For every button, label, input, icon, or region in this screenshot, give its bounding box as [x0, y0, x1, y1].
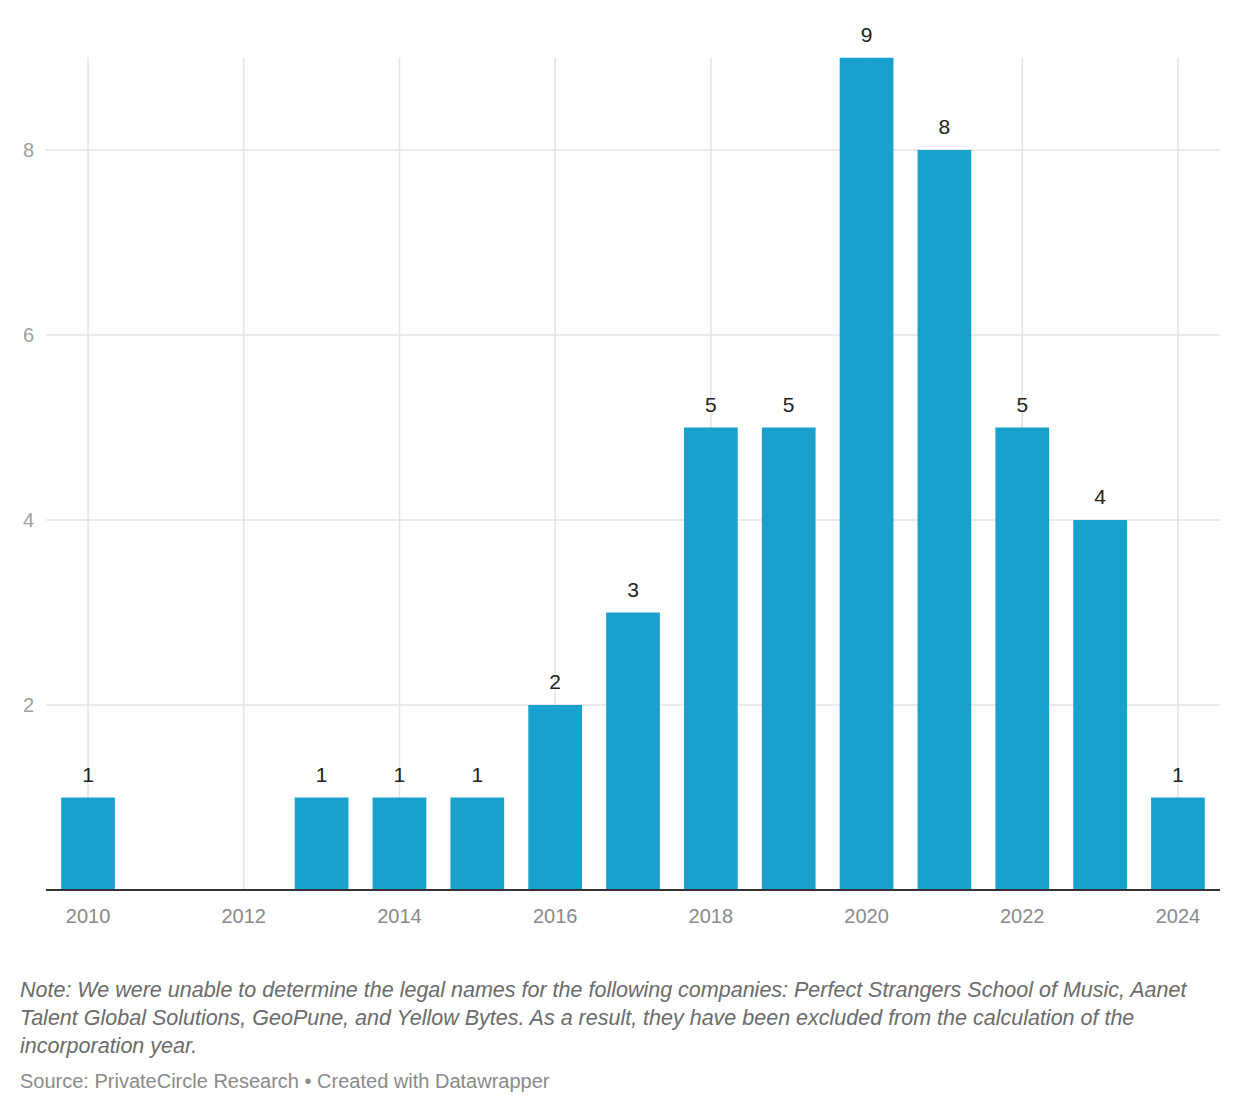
- data-label: 1: [394, 763, 406, 786]
- bar: [840, 58, 894, 891]
- bar: [1073, 520, 1127, 890]
- y-grid-line: [46, 149, 1220, 151]
- bar: [528, 705, 582, 890]
- bar: [684, 428, 738, 891]
- bar: [373, 798, 427, 891]
- x-tick-label: 2010: [66, 905, 111, 927]
- x-axis-line: [46, 889, 1220, 891]
- bar: [295, 798, 349, 891]
- data-label: 9: [861, 23, 873, 46]
- data-label: 2: [549, 670, 561, 693]
- x-tick-label: 2018: [689, 905, 734, 927]
- y-grid-line: [46, 334, 1220, 336]
- data-label: 1: [82, 763, 94, 786]
- data-label: 1: [471, 763, 483, 786]
- x-tick-label: 2020: [844, 905, 889, 927]
- y-tick-label: 8: [23, 139, 34, 161]
- data-label: 8: [939, 115, 951, 138]
- bar: [61, 798, 115, 891]
- data-label: 5: [705, 393, 717, 416]
- x-grid-line: [243, 58, 245, 891]
- bar: [1151, 798, 1205, 891]
- data-label: 5: [1016, 393, 1028, 416]
- data-label: 1: [1172, 763, 1184, 786]
- data-label: 5: [783, 393, 795, 416]
- source: Source: PrivateCircle Research • Created…: [20, 1070, 549, 1093]
- bar: [918, 150, 972, 890]
- x-tick-label: 2022: [1000, 905, 1045, 927]
- data-label: 1: [316, 763, 328, 786]
- chart: 2 4 6 8 2010 2012 2014 2016 2018 2020 2022 2024 1 1 1 1…: [0, 0, 1240, 960]
- bars: [61, 58, 1205, 891]
- x-tick-label: 2014: [377, 905, 422, 927]
- y-tick-label: 2: [23, 694, 34, 716]
- data-label: 3: [627, 578, 639, 601]
- x-tick-label: 2012: [221, 905, 266, 927]
- x-tick-label: 2016: [533, 905, 578, 927]
- x-tick-label: 2024: [1156, 905, 1201, 927]
- data-label: 4: [1094, 485, 1106, 508]
- bar: [606, 613, 660, 891]
- y-tick-label: 4: [23, 509, 34, 531]
- note: Note: We were unable to determine the le…: [20, 976, 1220, 1060]
- y-tick-label: 6: [23, 324, 34, 346]
- bar: [995, 428, 1049, 891]
- bar: [762, 428, 816, 891]
- bar: [450, 798, 504, 891]
